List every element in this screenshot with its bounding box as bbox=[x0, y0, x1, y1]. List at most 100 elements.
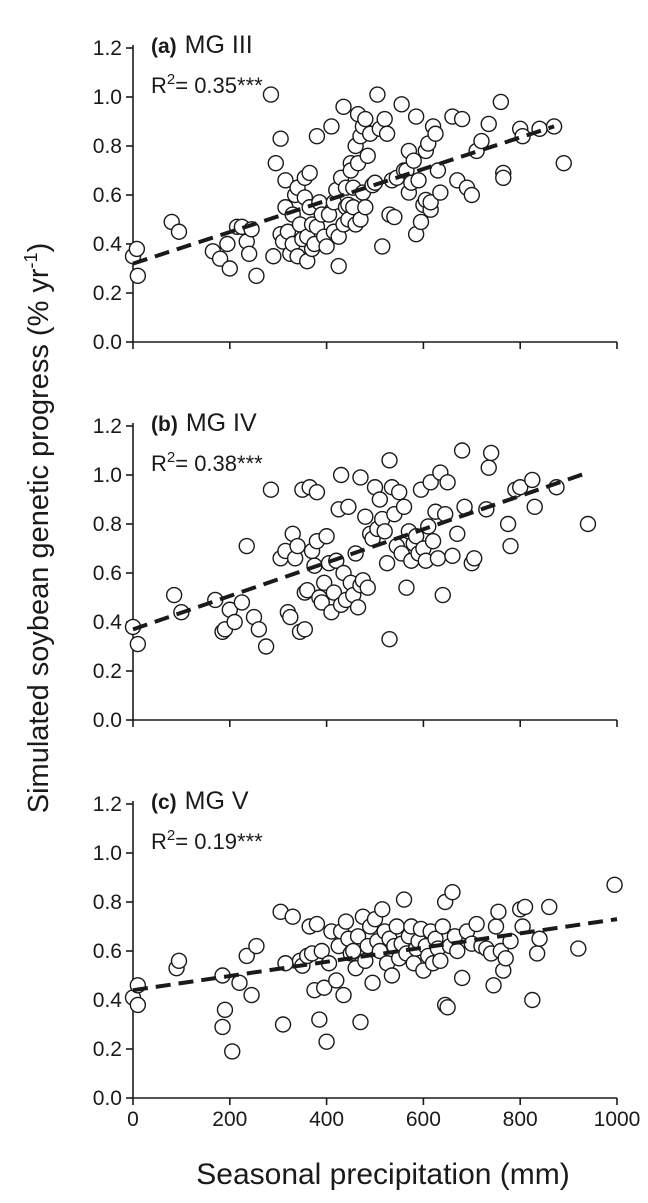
data-point bbox=[308, 127, 326, 145]
data-point bbox=[453, 969, 471, 987]
data-point bbox=[466, 550, 483, 567]
data-point bbox=[410, 172, 427, 189]
r-squared-superscript: 2 bbox=[167, 71, 175, 88]
data-point bbox=[432, 184, 449, 201]
data-point bbox=[248, 267, 265, 285]
data-point bbox=[439, 474, 456, 491]
data-point bbox=[330, 257, 347, 275]
panel-label: (c) MG V bbox=[151, 787, 249, 815]
data-point bbox=[502, 537, 519, 555]
data-point bbox=[492, 93, 510, 111]
r-squared-prefix: R bbox=[151, 829, 167, 854]
panel-tag: (b) bbox=[151, 413, 178, 436]
panel-b: 0.0 0.2 0.4 0.6 0.8 1.0 1.2 (b) MG IV R2= 0.38*** bbox=[93, 409, 618, 732]
data-point bbox=[299, 581, 316, 599]
data-point bbox=[405, 152, 422, 169]
data-point bbox=[214, 1018, 231, 1036]
y-tick-label: 0.4 bbox=[93, 611, 123, 634]
data-point bbox=[480, 459, 497, 476]
panel-name: MG III bbox=[185, 31, 253, 59]
data-point bbox=[468, 915, 485, 933]
data-point bbox=[243, 986, 260, 1004]
data-point bbox=[579, 515, 597, 533]
data-point bbox=[282, 608, 299, 626]
data-point bbox=[262, 481, 280, 498]
data-point bbox=[335, 986, 352, 1004]
data-point bbox=[267, 154, 284, 172]
y-tick-label: 0.8 bbox=[93, 891, 122, 914]
data-point bbox=[371, 491, 389, 508]
y-tick-label: 1.2 bbox=[93, 793, 122, 816]
data-point bbox=[364, 974, 381, 992]
y-tick-label: 0.8 bbox=[93, 513, 122, 536]
data-point bbox=[555, 154, 572, 172]
data-point bbox=[345, 942, 362, 960]
data-point bbox=[219, 235, 236, 253]
x-tick-label: 400 bbox=[309, 1108, 344, 1131]
data-point bbox=[359, 147, 376, 165]
y-tick-label: 0.0 bbox=[93, 709, 122, 732]
data-point bbox=[240, 245, 258, 263]
r-squared-superscript: 2 bbox=[167, 449, 175, 466]
y-tick-label: 0.6 bbox=[93, 562, 122, 585]
data-point bbox=[328, 972, 345, 989]
x-tick-label: 600 bbox=[406, 1108, 441, 1131]
r-squared-superscript: 2 bbox=[167, 827, 175, 844]
y-tick-label: 0.0 bbox=[93, 1087, 122, 1110]
y-tick-label: 1.2 bbox=[93, 415, 122, 438]
data-point bbox=[422, 194, 439, 211]
data-point bbox=[128, 240, 146, 258]
y-tick-label: 0.2 bbox=[93, 1038, 122, 1061]
data-point bbox=[444, 884, 461, 901]
data-point bbox=[315, 574, 333, 591]
data-point bbox=[378, 555, 396, 572]
data-point bbox=[412, 213, 430, 231]
y-tick-label: 1.2 bbox=[93, 37, 122, 60]
data-point bbox=[376, 523, 393, 540]
data-point bbox=[357, 199, 374, 216]
data-point bbox=[357, 110, 374, 128]
data-point bbox=[265, 248, 282, 265]
data-point bbox=[391, 483, 408, 501]
y-tick-label: 0.8 bbox=[93, 135, 122, 158]
data-point bbox=[526, 498, 543, 516]
data-point bbox=[337, 913, 355, 930]
data-point bbox=[499, 515, 517, 533]
data-point bbox=[434, 918, 451, 935]
r-squared-value: = 0.35*** bbox=[175, 73, 263, 98]
data-point bbox=[432, 952, 449, 969]
data-point bbox=[512, 479, 529, 496]
data-point bbox=[516, 898, 534, 916]
data-point bbox=[211, 250, 229, 267]
data-point bbox=[369, 86, 386, 103]
data-point bbox=[313, 942, 330, 960]
y-axis-title: Simulated soybean genetic progress (% yr… bbox=[21, 243, 55, 814]
data-point bbox=[359, 579, 376, 596]
y-tick-label: 0.6 bbox=[93, 184, 122, 207]
data-point bbox=[257, 638, 275, 655]
data-point bbox=[383, 967, 401, 984]
x-tick-label: 200 bbox=[212, 1108, 247, 1131]
y-tick-label: 1.0 bbox=[93, 464, 122, 487]
data-point bbox=[439, 999, 456, 1016]
r-squared-value: = 0.38*** bbox=[175, 451, 263, 476]
data-point bbox=[524, 471, 541, 489]
data-point bbox=[289, 537, 306, 555]
data-point bbox=[129, 635, 147, 653]
panel-name: MG V bbox=[185, 787, 249, 815]
data-point bbox=[318, 238, 335, 255]
data-point bbox=[323, 118, 340, 135]
r-squared-label: R2= 0.38*** bbox=[151, 449, 263, 476]
data-point bbox=[453, 442, 471, 459]
data-point bbox=[332, 466, 350, 484]
x-tick-label: 800 bbox=[503, 1108, 538, 1131]
data-point bbox=[352, 1013, 369, 1031]
data-point bbox=[482, 444, 500, 462]
data-point bbox=[381, 452, 398, 469]
data-point bbox=[444, 547, 461, 565]
x-axis-title: Seasonal precipitation (mm) bbox=[196, 1158, 570, 1191]
data-point bbox=[524, 991, 541, 1009]
data-point bbox=[284, 908, 301, 925]
